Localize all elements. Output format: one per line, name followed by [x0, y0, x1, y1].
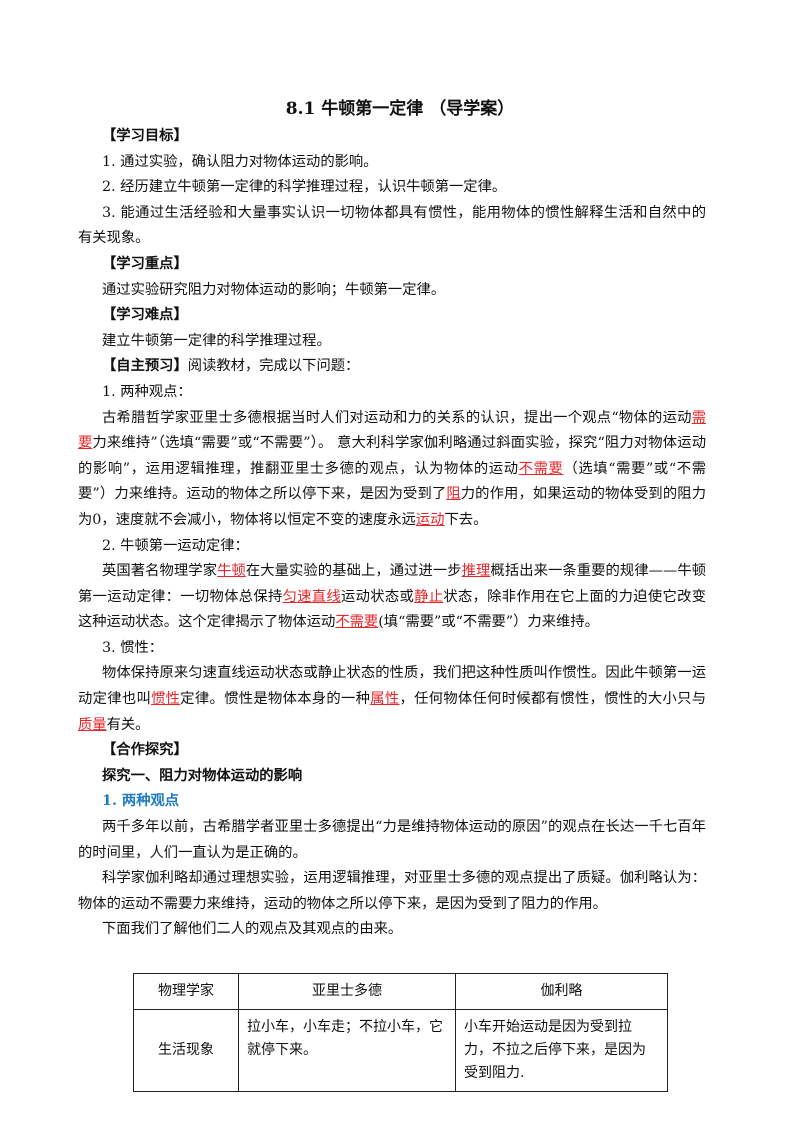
- answer: 匀速直线: [282, 588, 342, 605]
- table-cell: 小车开始运动是因为受到拉力，不拉之后停下来，是因为受到阻力.: [455, 1009, 668, 1092]
- text-run: 1. 通过实验，确认阻力对物体运动的影响。: [102, 153, 378, 170]
- paragraph: 英国著名物理学家牛顿在大量实验的基础上，通过进一步推理概括出来一条重要的规律——…: [78, 559, 706, 636]
- paragraph: 3. 能通过生活经验和大量事实认识一切物体都具有惯性，能用物体的惯性解释生活和自…: [78, 201, 706, 252]
- table-row: 生活现象 拉小车，小车走；不拉小车，它就停下来。 小车开始运动是因为受到拉力，不拉之…: [133, 1009, 668, 1092]
- paragraph: 【学习目标】: [78, 124, 706, 150]
- text-run: 英国著名物理学家: [102, 563, 218, 580]
- text-run: (填“需要”或“不需要”）力来维持。: [378, 614, 599, 631]
- paragraph: 1. 通过实验，确认阻力对物体运动的影响。: [78, 150, 706, 176]
- answer: 惯性: [151, 691, 181, 708]
- paragraph: 探究一、阻力对物体运动的影响: [78, 764, 706, 790]
- text-run: 探究一、阻力对物体运动的影响: [102, 767, 303, 784]
- table-header: 物理学家 亚里士多德 伽利略: [133, 973, 668, 1010]
- answer: 不需要: [518, 460, 564, 477]
- comparison-table: 物理学家 亚里士多德 伽利略 生活现象 拉小车，小车走；不拉小车，它就停下来。 小车开始运…: [133, 973, 668, 1092]
- text-run: 概括出来一条重要的规律——牛顿第一运动定律：一切物体总保持: [78, 563, 707, 605]
- text-run: 力的作用，如果运动的物体受到的阻力为0，速度就不会减小，物体将以恒定不变的速度永…: [78, 486, 706, 528]
- answer: 推理: [461, 563, 491, 580]
- paragraph: 1. 两种观点：: [78, 380, 706, 406]
- answer: 运动: [415, 511, 445, 528]
- paragraph: 建立牛顿第一定律的科学推理过程。: [78, 329, 706, 355]
- answer: 静止: [414, 588, 444, 605]
- title: 8.1 牛顿第一定律 （导学案）: [285, 99, 515, 119]
- text-run: 【学习重点】: [102, 255, 188, 272]
- text-run: 状态，除非作用在它上面的力迫使它改变这种运动状态。这个定律揭示了物体运动: [78, 588, 707, 631]
- paragraph: 两千多年以前，古希腊学者亚里士多德提出“力是维持物体运动的原因”的观点在长达一千…: [78, 815, 706, 866]
- answer: 不需要: [335, 614, 379, 631]
- answer: 属性: [370, 691, 400, 708]
- text-run: （选填“需要”或“不需要”）力来维持。运动的物体之所以停下来，是因为受到了: [78, 460, 706, 503]
- paragraph: 2. 牛顿第一运动定律：: [78, 534, 706, 560]
- text-run: 1. 两种观点：: [102, 383, 192, 400]
- paragraph: 通过实验研究阻力对物体运动的影响；牛顿第一定律。: [78, 278, 706, 304]
- text-run: 2. 经历建立牛顿第一定律的科学推理过程，认识牛顿第一定律。: [102, 179, 507, 196]
- paragraph: 科学家伽利略却通过理想实验，运用逻辑推理，对亚里士多德的观点提出了质疑。伽利略认…: [78, 866, 706, 917]
- text-run: 下去。: [444, 511, 488, 528]
- table-cell: 拉小车，小车走；不拉小车，它就停下来。: [238, 1009, 456, 1092]
- text-run: 3. 能通过生活经验和大量事实认识一切物体都具有惯性，能用物体的惯性解释生活和自…: [78, 204, 706, 247]
- text-run: 2. 牛顿第一运动定律：: [102, 537, 249, 554]
- text-run: ，任何物体任何时候都有惯性，惯性的大小只与: [399, 691, 707, 708]
- answer: 牛顿: [217, 563, 246, 580]
- table-cell: 生活现象: [133, 1009, 239, 1092]
- text-run: 科学家伽利略却通过理想实验，运用逻辑推理，对亚里士多德的观点提出了质疑。伽利略认…: [78, 870, 706, 912]
- answer: 质量: [78, 716, 107, 733]
- paragraph: 1. 两种观点: [78, 789, 706, 815]
- paragraph: 【自主预习】阅读教材，完成以下问题：: [78, 354, 706, 380]
- bold-label: 【自主预习】: [102, 358, 188, 375]
- answer: 需要: [78, 409, 706, 452]
- text-run: 古希腊哲学家亚里士多德根据当时人们对运动和力的关系的认识，提出一个观点“物体的运…: [102, 409, 692, 426]
- paragraph: 古希腊哲学家亚里士多德根据当时人们对运动和力的关系的认识，提出一个观点“物体的运…: [78, 406, 706, 534]
- answer: 阻: [446, 486, 461, 503]
- paragraph: 【合作探究】: [78, 738, 706, 764]
- content: 【学习目标】 1. 通过实验，确认阻力对物体运动的影响。 2. 经历建立牛顿第一定律…: [78, 124, 706, 1092]
- paragraph: 2. 经历建立牛顿第一定律的科学推理过程，认识牛顿第一定律。: [78, 175, 706, 201]
- text-run: 在大量实验的基础上，通过进一步: [245, 563, 462, 580]
- text-run: 【学习目标】: [102, 128, 188, 144]
- text-run: 建立牛顿第一定律的科学推理过程。: [102, 332, 331, 349]
- text-run: 通过实验研究阻力对物体运动的影响；牛顿第一定律。: [102, 281, 446, 298]
- text-run: 运动状态或: [341, 588, 415, 605]
- paragraph: 【学习难点】: [78, 303, 706, 329]
- text-run: 两千多年以前，古希腊学者亚里士多德提出“力是维持物体运动的原因”的观点在长达一千…: [78, 819, 706, 861]
- paragraph: 下面我们了解他们二人的观点及其观点的由来。: [78, 917, 706, 943]
- header-cell: 物理学家: [133, 973, 239, 1010]
- text-run: 力来维持”（选填“需要”或“不需要”）。 意大利科学家伽利略通过斜面实验，探究“…: [78, 435, 706, 477]
- header-cell: 亚里士多德: [238, 973, 456, 1010]
- text-run: 有关。: [106, 716, 150, 733]
- header-cell: 伽利略: [455, 973, 668, 1010]
- text-run: 1. 两种观点: [102, 793, 180, 810]
- text-run: 物体保持原来匀速直线运动状态或静止状态的性质，我们把这种性质叫作惯性。因此牛顿第…: [78, 665, 706, 708]
- text-run: 定律。惯性是物体本身的一种: [180, 691, 371, 708]
- text-run: 3. 惯性：: [102, 639, 164, 656]
- text-run: 【学习难点】: [102, 307, 188, 324]
- paragraph: 3. 惯性：: [78, 636, 706, 662]
- paragraph: 【学习重点】: [78, 252, 706, 278]
- paragraph: 物体保持原来匀速直线运动状态或静止状态的性质，我们把这种性质叫作惯性。因此牛顿第…: [78, 661, 706, 738]
- text-run: 阅读教材，完成以下问题：: [187, 358, 360, 375]
- text-run: 【合作探究】: [102, 742, 188, 759]
- text-run: 下面我们了解他们二人的观点及其观点的由来。: [102, 921, 403, 938]
